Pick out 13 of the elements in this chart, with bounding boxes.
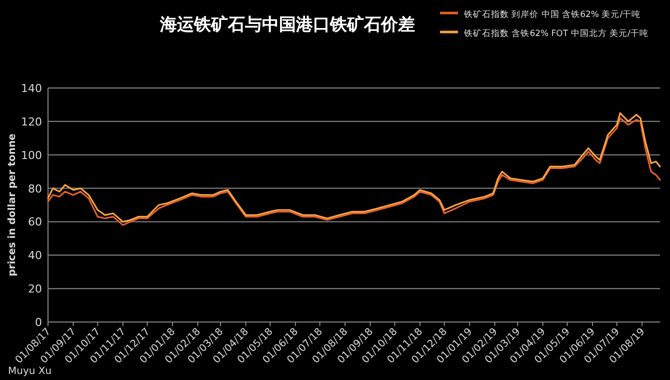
y-tick-label: 40 [28,249,42,262]
y-tick-label: 0 [35,316,42,329]
y-axis-title: prices in dollar per tonne [7,133,18,276]
y-tick-label: 100 [21,148,42,162]
text: Muyu Xu [8,366,52,377]
y-tick-label: 120 [21,115,42,128]
legend-label: 铁矿石指数 含铁62% FOT 中国北方 美元/干吨 [463,28,648,39]
y-tick-label: 80 [28,182,42,196]
y-tick-label: 60 [28,216,42,229]
y-tick-label: 20 [28,282,42,296]
y-tick-label: 140 [21,82,42,95]
legend-label: 铁矿石指数 到岸价 中国 含铁62% 美元/干吨 [463,9,641,20]
chart-title: 海运铁矿石与中国港口铁矿石价差 [159,15,415,35]
